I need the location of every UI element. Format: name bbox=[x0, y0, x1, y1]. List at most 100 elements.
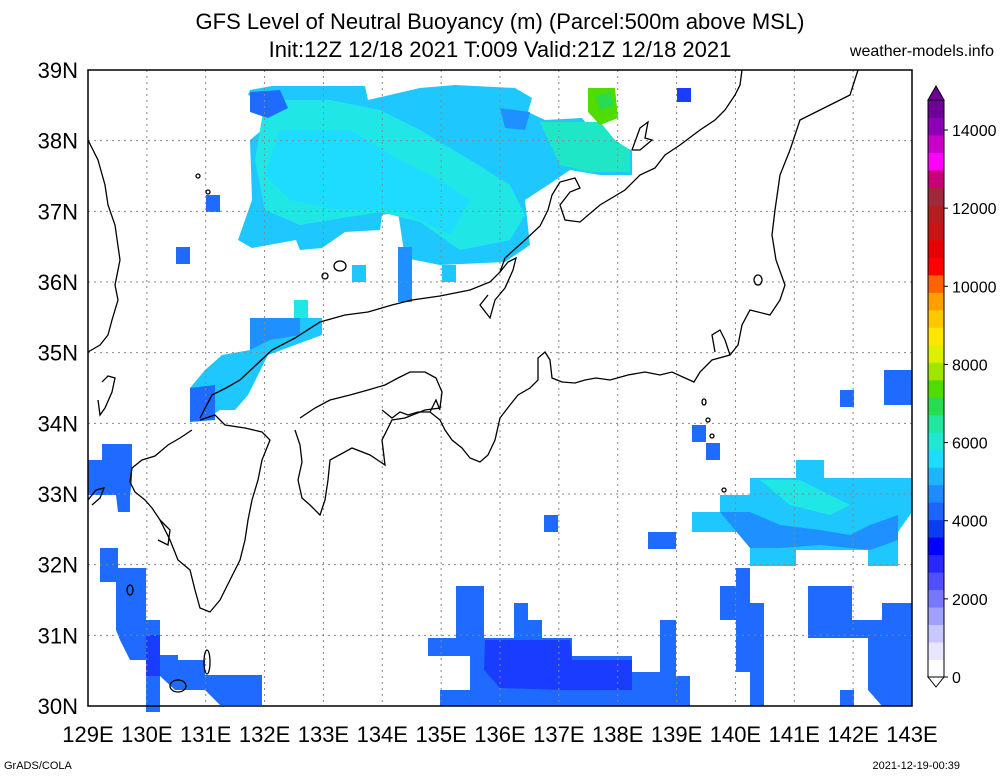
colorbar-label: 2000 bbox=[952, 592, 988, 609]
colorbar-swatch bbox=[928, 257, 944, 276]
field-cell bbox=[544, 515, 558, 532]
colorbar-swatch bbox=[928, 362, 944, 381]
latitude-label: 33N bbox=[38, 482, 78, 507]
colorbar-labels: 0 2000 4000 6000 8000 10000 12000 14000 bbox=[944, 123, 997, 687]
footer-right: 2021-12-19-00:39 bbox=[872, 760, 960, 772]
colorbar-swatch bbox=[928, 467, 944, 486]
colorbar-swatch bbox=[928, 572, 944, 591]
longitude-label: 133E bbox=[298, 722, 349, 747]
colorbar-label: 8000 bbox=[952, 357, 988, 374]
field-cell bbox=[840, 690, 854, 706]
colorbar-swatch bbox=[928, 169, 944, 188]
colorbar-swatch bbox=[928, 537, 944, 556]
field-cell bbox=[190, 385, 215, 422]
field-cell bbox=[398, 247, 412, 302]
coastline-honshu-pacific bbox=[381, 69, 859, 463]
buoyancy-field bbox=[88, 85, 912, 712]
longitude-label: 139E bbox=[651, 722, 702, 747]
field-cell bbox=[176, 247, 190, 264]
colorbar-swatch bbox=[928, 187, 944, 206]
field-cell bbox=[692, 425, 706, 442]
colorbar-swatch bbox=[928, 309, 944, 328]
field-cell bbox=[720, 568, 764, 706]
colorbar-swatch bbox=[928, 204, 944, 223]
colorbar-label: 6000 bbox=[952, 436, 988, 453]
field-cell bbox=[146, 635, 160, 676]
footer-left: GrADS/COLA bbox=[4, 760, 72, 772]
colorbar-label: 0 bbox=[952, 670, 961, 687]
coastline-shikoku bbox=[294, 371, 443, 517]
coastline-kyushu bbox=[129, 414, 271, 613]
field-cell bbox=[442, 265, 456, 282]
latitude-label: 39N bbox=[38, 58, 78, 83]
colorbar-label: 10000 bbox=[952, 279, 997, 296]
colorbar-swatch bbox=[928, 292, 944, 311]
colorbar-swatch bbox=[928, 344, 944, 363]
latitude-labels: 30N 31N 32N 33N 34N 35N 36N 37N 38N 39N bbox=[38, 58, 78, 719]
latitude-label: 34N bbox=[38, 411, 78, 436]
colorbar-swatch bbox=[928, 379, 944, 398]
colorbar-label: 12000 bbox=[952, 201, 997, 218]
colorbar-swatch bbox=[928, 397, 944, 416]
colorbar-swatch bbox=[928, 117, 944, 136]
colorbar-frame bbox=[927, 99, 945, 678]
longitude-label: 131E bbox=[180, 722, 231, 747]
coastline-tsushima bbox=[97, 375, 116, 417]
longitude-label: 143E bbox=[886, 722, 937, 747]
coastline-noto bbox=[479, 256, 517, 320]
longitude-label: 142E bbox=[827, 722, 878, 747]
island-oki-dozen bbox=[195, 173, 201, 179]
field-cell bbox=[265, 130, 470, 235]
coastline-awaji bbox=[429, 398, 441, 413]
field-cell bbox=[760, 480, 850, 515]
latitude-label: 35N bbox=[38, 341, 78, 366]
longitude-label: 138E bbox=[592, 722, 643, 747]
latitude-label: 30N bbox=[38, 694, 78, 719]
island-miyake bbox=[705, 417, 711, 423]
colorbar-swatch bbox=[928, 484, 944, 503]
colorbar-swatch bbox=[928, 502, 944, 521]
field-cell bbox=[884, 370, 912, 405]
island-yakushima bbox=[169, 679, 187, 693]
field-cell bbox=[206, 195, 220, 212]
field-cell bbox=[250, 318, 300, 350]
longitude-label: 137E bbox=[533, 722, 584, 747]
field-cell bbox=[500, 108, 530, 130]
colorbar-swatch bbox=[928, 414, 944, 433]
coastline-goto bbox=[87, 487, 106, 506]
latitude-label: 38N bbox=[38, 129, 78, 154]
colorbar-swatch bbox=[928, 659, 944, 678]
field-cell bbox=[250, 90, 288, 118]
field-cell bbox=[706, 443, 720, 460]
island-oki bbox=[333, 260, 347, 272]
coastlines bbox=[87, 69, 859, 693]
colorbar-min-triangle bbox=[926, 676, 946, 688]
field-cell bbox=[648, 532, 676, 549]
coastline-sado bbox=[631, 120, 654, 151]
latitude-label: 37N bbox=[38, 199, 78, 224]
colorbar-swatch bbox=[928, 222, 944, 241]
latitude-label: 32N bbox=[38, 553, 78, 578]
field-cell bbox=[596, 92, 614, 110]
colorbar-swatch bbox=[928, 642, 944, 661]
field-cell bbox=[294, 300, 308, 318]
longitude-label: 135E bbox=[415, 722, 466, 747]
field-cell bbox=[677, 88, 691, 102]
field-cell bbox=[540, 122, 630, 172]
colorbar-label: 4000 bbox=[952, 514, 988, 531]
island-sado-small bbox=[753, 274, 763, 286]
island-tanegashima bbox=[203, 649, 211, 675]
colorbar-swatch bbox=[928, 100, 944, 118]
coastline-korea bbox=[87, 139, 121, 353]
field-cell bbox=[720, 512, 898, 550]
longitude-label: 129E bbox=[62, 722, 113, 747]
longitude-label: 130E bbox=[121, 722, 172, 747]
site-credit: weather-models.info bbox=[849, 43, 994, 60]
colorbar-swatch bbox=[928, 274, 944, 293]
field-cell bbox=[190, 318, 322, 420]
island-ulleung bbox=[205, 189, 211, 195]
field-cell bbox=[840, 390, 854, 407]
island-koshiki bbox=[126, 584, 134, 596]
field-cell bbox=[88, 444, 132, 512]
